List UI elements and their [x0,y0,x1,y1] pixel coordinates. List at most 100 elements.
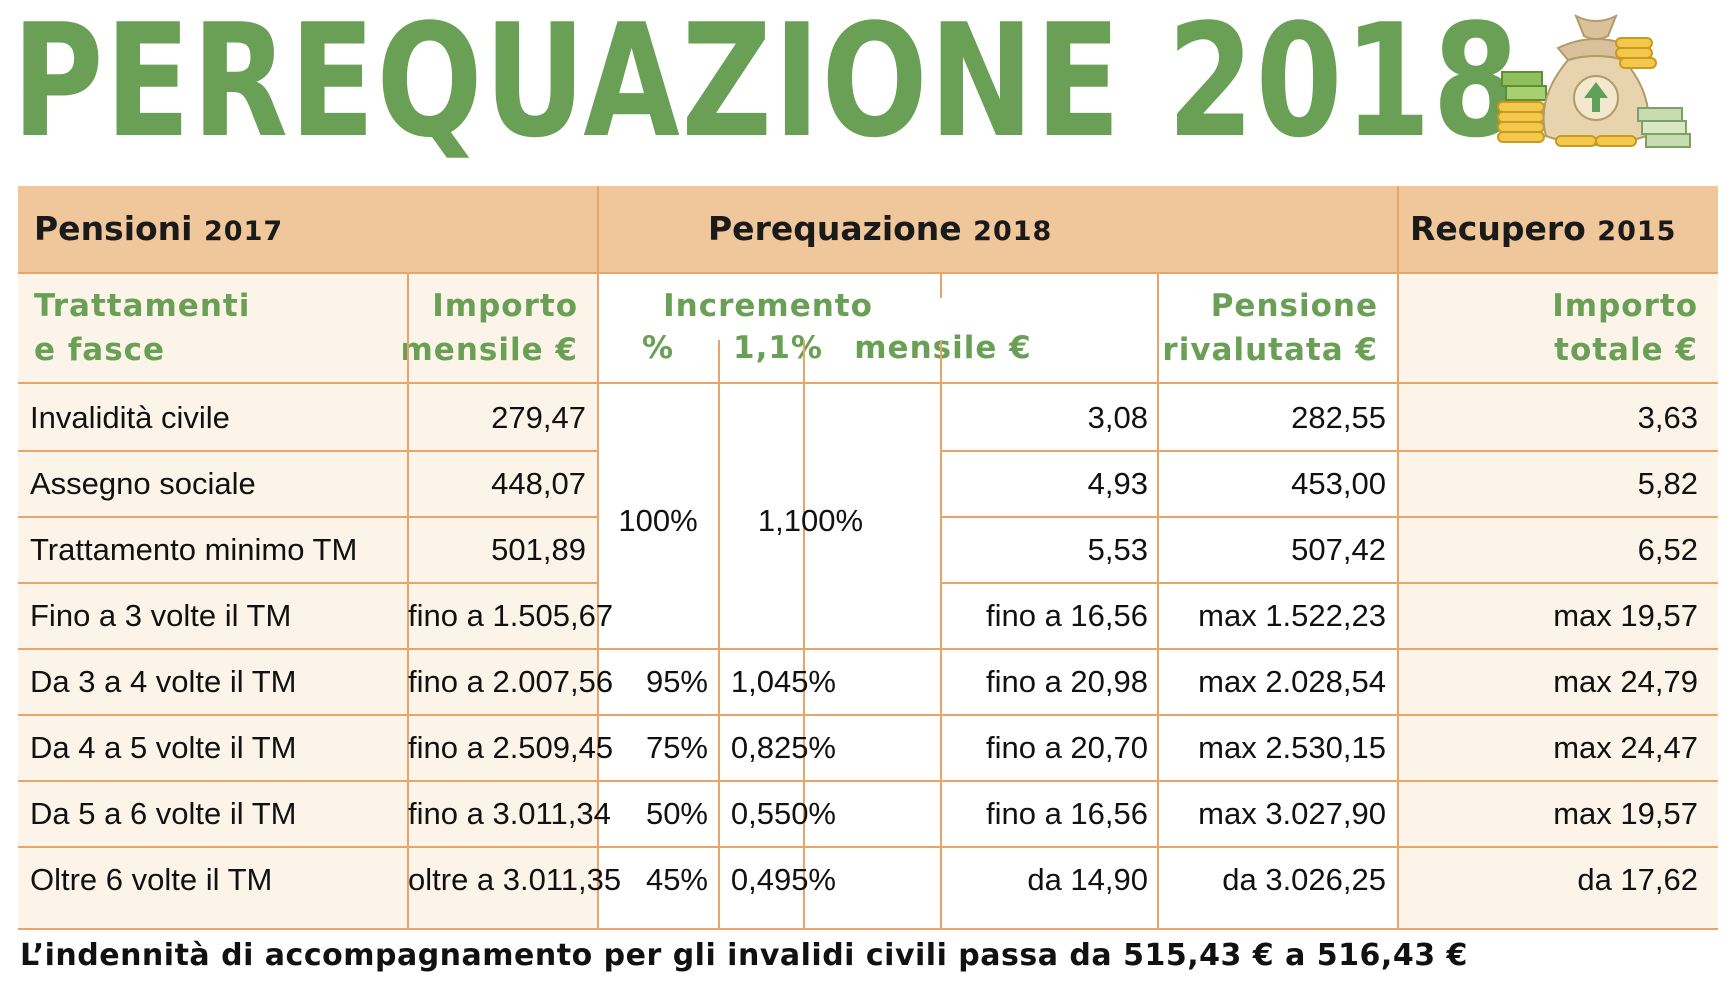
table-cell-importo: fino a 3.011,34 [408,796,611,831]
section-label: Recupero [1410,209,1586,248]
section-title-recupero: Recupero 2015 [1410,186,1676,272]
table-cell-rivalutata: max 2.028,54 [1198,664,1386,699]
pensioni-panel [18,272,598,930]
section-year: 2018 [973,216,1053,247]
table-cell-pct: 50% [645,796,708,831]
divider [597,186,599,930]
table-cell-recupero: max 24,79 [1553,664,1698,699]
table-cell-mensile: 3,08 [1087,400,1148,435]
divider [18,382,1718,384]
recupero-panel [1398,272,1718,930]
table-cell-recupero: da 17,62 [1577,862,1698,897]
divider [18,582,598,584]
col-header-trattamenti: Trattamenti e fasce [34,284,250,372]
table-cell-rivalutata: max 3.027,90 [1198,796,1386,831]
table-cell-mensile: 4,93 [1087,466,1148,501]
divider [18,846,1718,848]
table-cell-rate: 0,825% [730,730,836,765]
table-cell-rivalutata: 507,42 [1291,532,1386,567]
table-cell-mensile: da 14,90 [1027,862,1148,897]
table-cell-rivalutata: 282,55 [1291,400,1386,435]
col-header-line: Importo [432,288,578,324]
table-cell-importo: 448,07 [491,466,586,501]
table-cell-recupero: 6,52 [1637,532,1698,567]
col-header-totale: Importo totale € [1398,284,1698,372]
merged-pct-cell: 100% [618,503,698,538]
table-cell-recupero: 3,63 [1637,400,1698,435]
perequazione-table: Pensioni 2017 Perequazione 2018 Recupero… [18,186,1718,930]
table-cell-fascia: Invalidità civile [30,400,230,435]
divider [718,340,720,930]
section-header-band [18,186,1718,272]
divider [940,450,1718,452]
table-cell-fascia: Fino a 3 volte il TM [30,598,292,633]
col-header-rate: 1,1% [733,330,823,366]
section-year: 2015 [1597,216,1677,247]
col-header-line: Trattamenti [34,288,251,324]
section-label: Perequazione [708,209,962,248]
divider [18,928,1718,930]
table-cell-rivalutata: da 3.026,25 [1222,862,1386,897]
col-header-line: rivalutata € [1162,332,1378,368]
divider [1157,272,1159,930]
table-cell-mensile: 5,53 [1087,532,1148,567]
table-cell-rate: 1,045% [730,664,836,699]
table-cell-pct: 95% [645,664,708,699]
table-cell-recupero: max 19,57 [1553,598,1698,633]
col-header-incremento: Incremento [663,288,873,324]
divider [18,450,598,452]
table-cell-importo: 279,47 [491,400,586,435]
table-cell-rivalutata: max 2.530,15 [1198,730,1386,765]
table-cell-pct: 45% [645,862,708,897]
table-cell-importo: fino a 2.007,56 [408,664,614,699]
divider [940,272,942,298]
page-title: PEREQUAZIONE 2018 [12,0,1521,172]
table-cell-fascia: Da 4 a 5 volte il TM [30,730,297,765]
divider [940,340,942,930]
divider [940,516,1718,518]
col-header-line: e fasce [34,332,166,368]
col-header-line: Importo [1552,288,1698,324]
table-cell-mensile: fino a 20,70 [985,730,1148,765]
table-cell-mensile: fino a 16,56 [985,796,1148,831]
table-cell-rivalutata: max 1.522,23 [1198,598,1386,633]
col-header-line: totale € [1554,332,1698,368]
divider [407,272,409,930]
divider [18,516,598,518]
table-cell-recupero: max 24,47 [1553,730,1698,765]
table-cell-rate: 0,550% [730,796,836,831]
col-header-importo: Importo mensile € [398,284,578,372]
section-title-perequazione: Perequazione 2018 [708,186,1052,272]
section-label: Pensioni [34,209,193,248]
col-header-line: mensile € [400,332,578,368]
table-cell-rate: 0,495% [730,862,836,897]
divider [18,780,1718,782]
col-header-pensione: Pensione rivalutata € [1048,284,1378,372]
divider [18,714,1718,716]
table-cell-recupero: 5,82 [1637,466,1698,501]
divider [1397,186,1399,930]
divider [18,272,1718,274]
table-cell-fascia: Da 5 a 6 volte il TM [30,796,297,831]
table-cell-fascia: Assegno sociale [30,466,256,501]
table-cell-fascia: Da 3 a 4 volte il TM [30,664,297,699]
divider [940,582,1718,584]
merged-rate-cell: 1,100% [757,503,864,538]
col-header-mensile: mensile € [854,330,1032,366]
table-cell-mensile: fino a 16,56 [985,598,1148,633]
divider [803,340,805,930]
footer-note: L’indennità di accompagnamento per gli i… [20,938,1468,973]
table-cell-recupero: max 19,57 [1553,796,1698,831]
divider [18,648,1718,650]
section-year: 2017 [204,216,284,247]
table-cell-mensile: fino a 20,98 [985,664,1148,699]
table-cell-fascia: Oltre 6 volte il TM [30,862,273,897]
table-cell-importo: fino a 2.509,45 [408,730,614,765]
table-cell-importo: fino a 1.505,67 [408,598,614,633]
section-title-pensioni: Pensioni 2017 [34,186,283,272]
col-header-pct: % [641,330,675,366]
table-cell-importo: 501,89 [491,532,586,567]
table-cell-rivalutata: 453,00 [1291,466,1386,501]
money-bag-icon [1497,13,1691,148]
table-cell-pct: 75% [645,730,708,765]
